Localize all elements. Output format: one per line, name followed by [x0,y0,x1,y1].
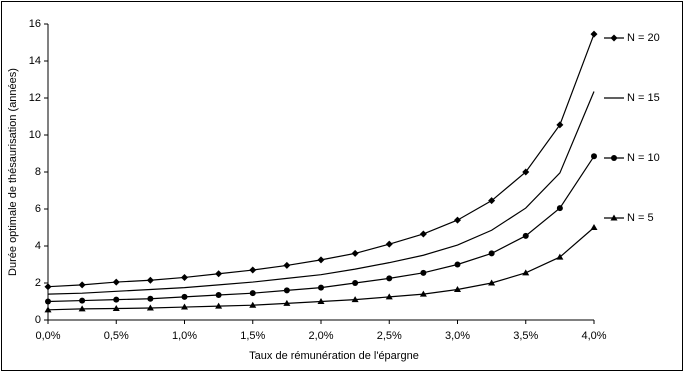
x-tick-label: 2,5% [377,330,402,342]
legend-label: N = 5 [627,212,654,224]
data-point [283,299,291,306]
data-point [590,224,598,230]
data-point [454,216,461,224]
data-point [181,273,188,281]
data-point [181,293,188,300]
data-point [522,168,530,176]
data-point [317,256,325,264]
x-tick-label: 1,5% [240,330,265,342]
data-point [112,278,120,286]
data-point [44,306,52,313]
legend-label: N = 20 [627,32,660,44]
data-point [215,302,223,309]
data-point [386,275,393,282]
data-point [249,266,257,274]
data-point [78,305,86,312]
data-point [79,297,86,304]
data-point [78,281,86,289]
data-point [44,283,52,291]
data-point [215,292,222,299]
data-point [591,153,597,160]
data-point [556,253,564,260]
legend-label: N = 10 [627,152,660,164]
x-tick-label: 0,0% [35,330,60,342]
data-point [146,304,154,311]
data-point [249,290,256,297]
data-point [181,303,188,310]
y-tick-label: 14 [29,55,41,67]
x-tick-label: 0,5% [104,330,129,342]
x-tick-label: 3,0% [445,330,470,342]
data-point [146,276,154,284]
y-tick-label: 4 [35,240,41,252]
data-point [556,121,564,129]
data-point [590,30,598,38]
data-point [351,296,359,303]
data-point [147,295,154,302]
y-tick-label: 10 [29,129,41,141]
data-point [420,269,427,276]
data-point [488,250,495,257]
y-tick-label: 12 [29,92,41,104]
legend-marker [611,155,617,161]
data-point [385,293,393,300]
data-point [522,232,529,239]
data-point [488,197,496,205]
y-tick-label: 2 [35,277,41,289]
data-point [249,301,257,308]
data-point [283,261,291,269]
y-tick-label: 8 [35,166,41,178]
x-tick-label: 4,0% [581,330,606,342]
legend-label: N = 15 [627,92,660,104]
data-point [522,269,530,276]
y-tick-label: 6 [35,203,41,215]
y-tick-label: 16 [29,18,41,30]
data-point [318,284,324,291]
x-tick-label: 1,0% [172,330,197,342]
data-point [283,287,290,294]
data-point [113,296,120,303]
data-point [419,230,427,238]
data-point [45,298,51,305]
data-point [215,270,223,278]
data-point [556,205,563,212]
legend-marker [610,34,618,42]
data-point [454,261,461,268]
legend-marker [610,214,618,221]
data-point [454,285,461,292]
x-axis-label: Taux de rémunération de l'épargne [249,350,419,362]
data-point [419,290,427,297]
data-point [351,249,359,257]
data-point [352,280,359,286]
data-point [385,240,393,248]
y-tick-label: 0 [35,314,41,326]
x-tick-label: 2,0% [308,330,333,342]
data-point [112,305,120,312]
data-point [317,298,325,304]
series-line [47,91,595,295]
data-point [488,279,496,286]
y-axis-label: Durée optimale de thésaurisation (années… [7,68,19,276]
x-tick-label: 3,5% [513,330,538,342]
